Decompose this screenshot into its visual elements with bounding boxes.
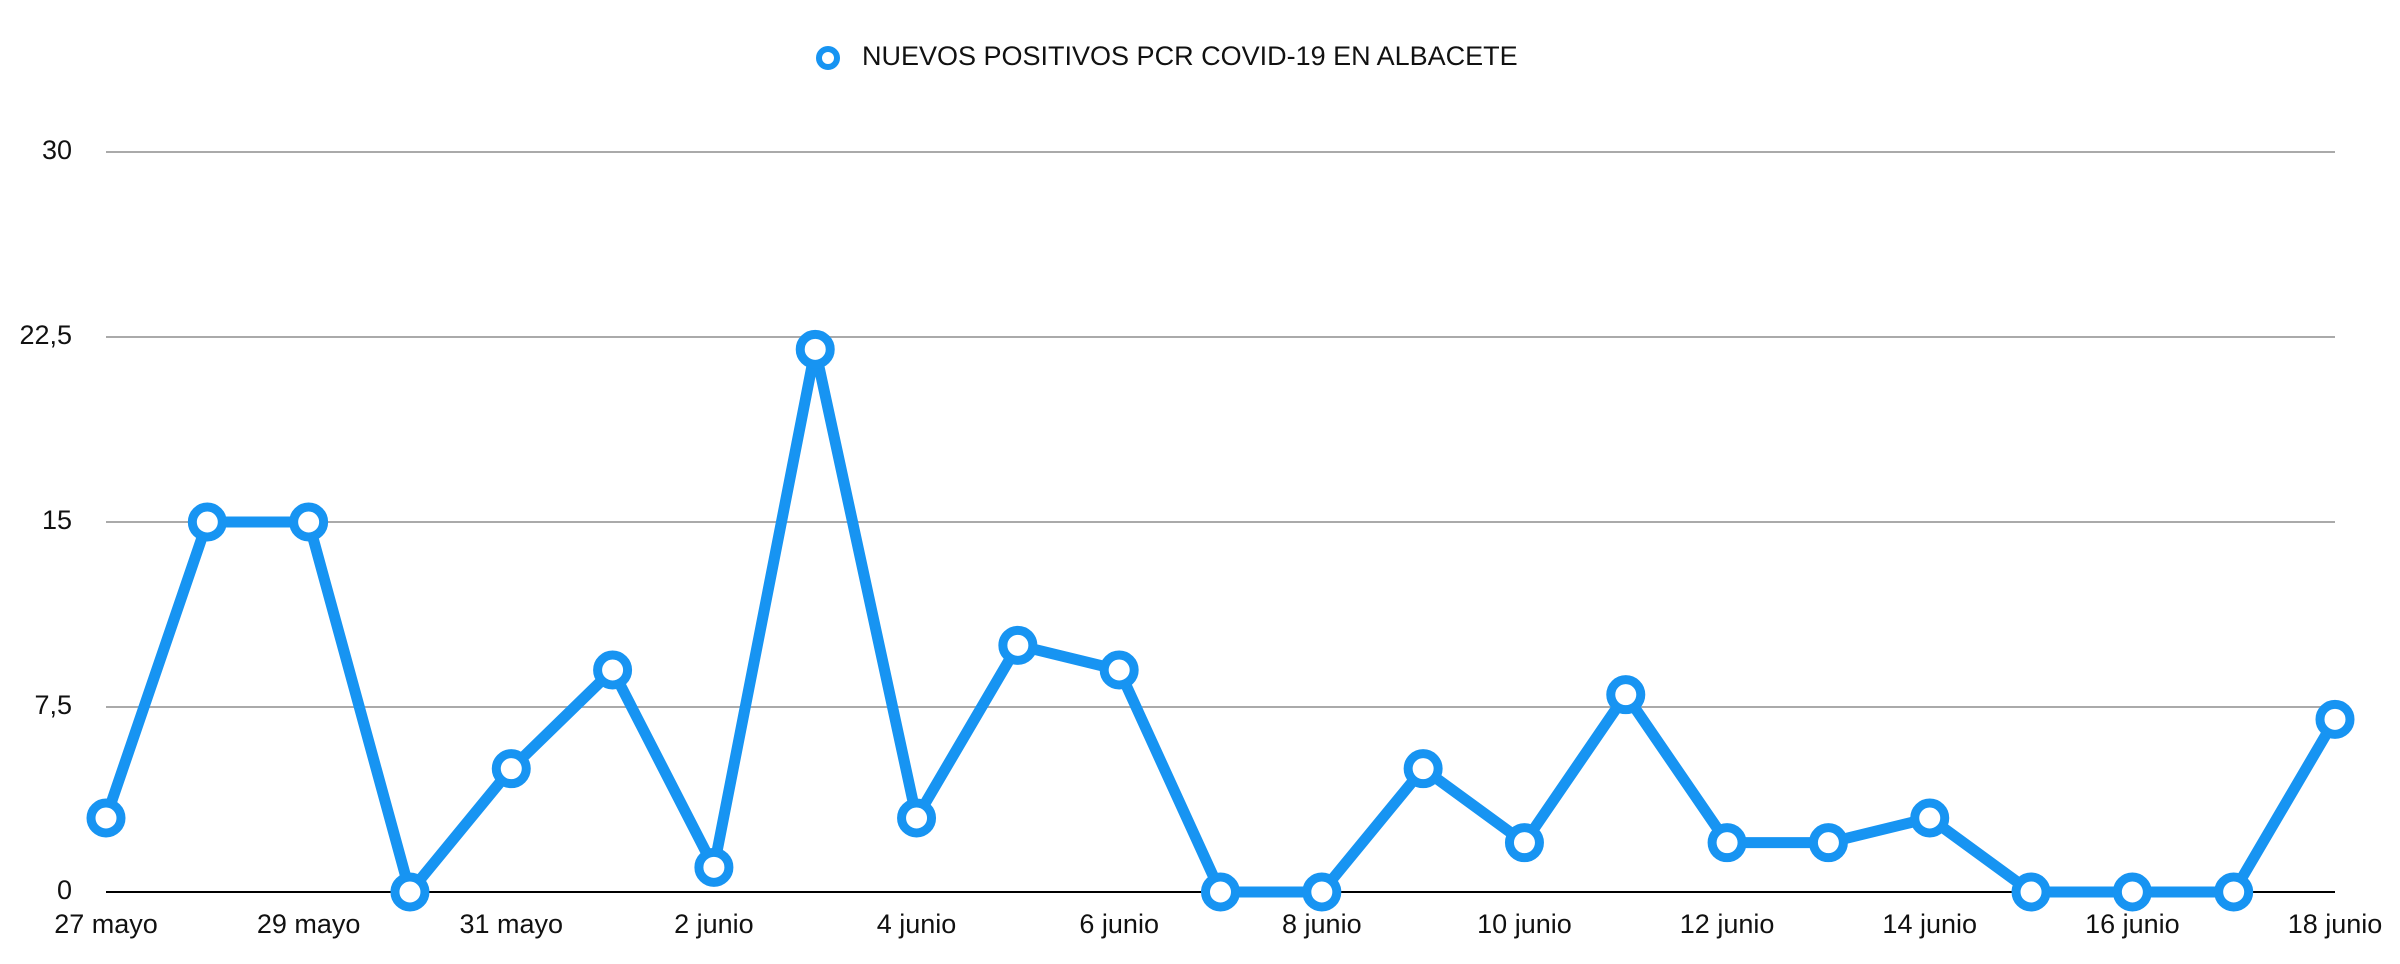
x-tick-label: 14 junio: [1882, 909, 1977, 939]
x-tick-label: 31 mayo: [459, 909, 563, 939]
x-tick-label: 10 junio: [1477, 909, 1572, 939]
data-point: [1606, 675, 1646, 715]
data-point: [289, 502, 329, 542]
data-point: [2011, 872, 2051, 912]
x-tick-label: 12 junio: [1680, 909, 1775, 939]
data-point: [1302, 872, 1342, 912]
y-tick-label: 0: [57, 875, 72, 905]
data-point: [2315, 699, 2355, 739]
data-point: [187, 502, 227, 542]
x-tick-label: 8 junio: [1282, 909, 1362, 939]
data-point: [86, 798, 126, 838]
data-point: [593, 650, 633, 690]
x-tick-label: 18 junio: [2288, 909, 2383, 939]
data-point: [1707, 823, 1747, 863]
x-tick-label: 29 mayo: [257, 909, 361, 939]
x-tick-label: 4 junio: [877, 909, 957, 939]
data-point: [2112, 872, 2152, 912]
x-tick-label: 6 junio: [1079, 909, 1159, 939]
data-point: [1504, 823, 1544, 863]
x-tick-label: 2 junio: [674, 909, 754, 939]
data-point: [1201, 872, 1240, 912]
data-point: [1403, 749, 1443, 789]
x-tick-label: 16 junio: [2085, 909, 2180, 939]
data-point: [390, 872, 430, 912]
data-point: [2214, 872, 2254, 912]
data-point: [897, 798, 937, 838]
legend-label: NUEVOS POSITIVOS PCR COVID-19 EN ALBACET…: [862, 41, 1518, 71]
y-tick-label: 30: [42, 135, 72, 165]
data-line: [100, 343, 2340, 898]
data-point: [795, 329, 835, 369]
y-tick-label: 7,5: [34, 690, 72, 720]
data-point: [998, 625, 1038, 665]
data-point: [491, 749, 531, 789]
data-point: [1099, 650, 1139, 690]
y-tick-label: 22,5: [19, 320, 72, 350]
data-point: [694, 847, 734, 887]
x-tick-label: 27 mayo: [54, 909, 158, 939]
data-point: [1910, 798, 1950, 838]
legend-marker: [816, 46, 840, 70]
data-point: [1808, 823, 1848, 863]
y-tick-label: 15: [42, 505, 72, 535]
